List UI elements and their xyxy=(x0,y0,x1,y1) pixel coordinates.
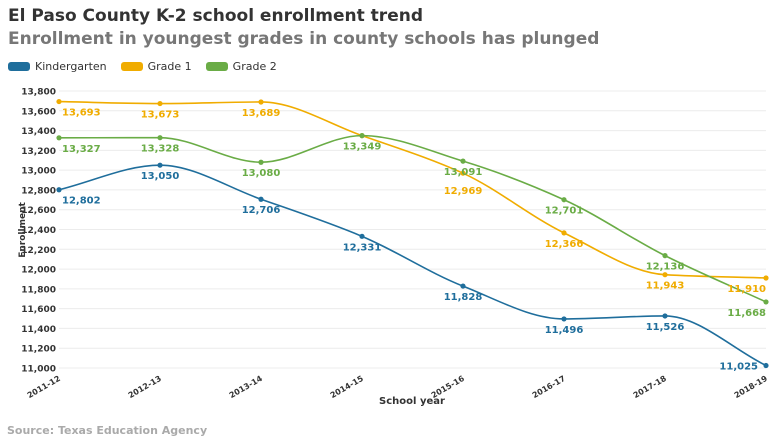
x-tick-label: 2018-19 xyxy=(733,374,770,400)
data-point-grade-2 xyxy=(460,158,466,164)
series-line-grade-1 xyxy=(58,100,767,279)
y-tick-label: 11,000 xyxy=(21,365,56,375)
legend-item-kindergarten[interactable]: Kindergarten xyxy=(8,60,107,73)
data-label-grade-2: 12,136 xyxy=(646,262,685,273)
data-point-grade-2 xyxy=(359,133,365,139)
x-tick-label: 2012-13 xyxy=(127,374,163,400)
y-tick-label: 11,600 xyxy=(21,305,56,315)
data-point-grade-1 xyxy=(561,230,567,236)
x-tick-label: 2016-17 xyxy=(531,374,567,400)
data-label-grade-1: 11,910 xyxy=(727,284,766,295)
data-point-grade-2 xyxy=(763,299,769,305)
data-point-grade-2 xyxy=(561,197,567,203)
data-point-grade-2 xyxy=(258,159,264,165)
legend: Kindergarten Grade 1 Grade 2 xyxy=(8,60,277,73)
legend-label: Grade 2 xyxy=(232,60,277,73)
y-tick-label: 13,600 xyxy=(21,107,56,117)
x-tick-label: 2014-15 xyxy=(329,374,366,400)
series-line-kindergarten xyxy=(58,164,767,367)
x-tick-label: 2017-18 xyxy=(632,374,669,400)
legend-swatch xyxy=(205,62,228,71)
data-point-grade-2 xyxy=(662,253,668,259)
data-point-kindergarten xyxy=(359,233,365,239)
data-label-grade-1: 13,673 xyxy=(141,110,180,121)
source-note: Source: Texas Education Agency xyxy=(7,424,208,437)
data-point-grade-1 xyxy=(763,275,769,281)
y-tick-label: 12,000 xyxy=(21,266,56,276)
data-point-kindergarten xyxy=(763,362,769,369)
data-label-grade-1: 12,969 xyxy=(444,186,483,197)
legend-label: Kindergarten xyxy=(35,60,107,73)
data-point-kindergarten xyxy=(561,316,567,322)
data-point-kindergarten xyxy=(460,283,466,289)
data-label-kindergarten: 11,025 xyxy=(719,362,758,373)
data-label-kindergarten: 11,496 xyxy=(545,325,584,336)
data-label-grade-1: 12,366 xyxy=(545,239,584,250)
legend-swatch xyxy=(120,62,143,71)
legend-label: Grade 1 xyxy=(147,60,192,73)
legend-item-grade-1[interactable]: Grade 1 xyxy=(120,60,192,73)
data-point-grade-1 xyxy=(157,100,163,107)
y-tick-label: 12,400 xyxy=(21,226,56,236)
y-tick-label: 13,200 xyxy=(21,147,56,157)
data-point-grade-2 xyxy=(56,135,62,141)
data-label-kindergarten: 11,828 xyxy=(444,292,483,303)
data-label-grade-2: 12,701 xyxy=(545,206,584,217)
y-axis-title: Enrollment xyxy=(18,202,28,258)
y-tick-label: 13,400 xyxy=(21,127,56,137)
y-tick-label: 13,800 xyxy=(21,88,56,98)
data-label-grade-2: 13,349 xyxy=(343,142,382,153)
data-label-kindergarten: 13,050 xyxy=(141,171,180,182)
data-label-grade-2: 11,668 xyxy=(727,308,766,319)
data-label-grade-2: 13,080 xyxy=(242,168,281,179)
data-label-grade-1: 13,693 xyxy=(62,108,101,119)
data-label-grade-1: 13,689 xyxy=(242,108,281,119)
y-tick-label: 13,000 xyxy=(21,167,56,177)
y-tick-label: 12,600 xyxy=(21,206,56,216)
data-label-grade-2: 13,328 xyxy=(141,144,180,155)
data-label-kindergarten: 12,802 xyxy=(62,196,101,207)
data-label-grade-1: 11,943 xyxy=(646,281,685,292)
legend-swatch xyxy=(8,62,30,71)
data-label-grade-2: 13,327 xyxy=(62,144,101,155)
data-label-kindergarten: 12,331 xyxy=(343,242,382,253)
data-point-kindergarten xyxy=(258,196,264,202)
chart-subtitle: Enrollment in youngest grades in county … xyxy=(8,29,600,49)
x-axis-title: School year xyxy=(379,396,445,407)
chart-title: El Paso County K-2 school enrollment tre… xyxy=(8,6,423,26)
data-point-grade-1 xyxy=(460,170,466,176)
data-point-kindergarten xyxy=(157,162,163,168)
data-label-kindergarten: 12,706 xyxy=(242,205,281,216)
data-label-kindergarten: 11,526 xyxy=(646,322,685,333)
data-point-grade-1 xyxy=(258,99,264,105)
legend-item-grade-2[interactable]: Grade 2 xyxy=(205,60,277,73)
data-point-grade-2 xyxy=(157,135,163,141)
data-point-grade-1 xyxy=(662,272,668,278)
y-tick-label: 12,200 xyxy=(21,246,56,256)
y-tick-label: 11,400 xyxy=(21,325,56,335)
x-tick-label: 2013-14 xyxy=(228,374,265,400)
data-point-kindergarten xyxy=(56,187,62,193)
data-label-grade-2: 13,091 xyxy=(444,167,483,178)
data-point-grade-1 xyxy=(56,98,62,105)
x-tick-label: 2011-12 xyxy=(26,374,62,400)
y-tick-label: 11,800 xyxy=(21,285,56,295)
y-tick-label: 12,800 xyxy=(21,186,56,196)
y-tick-label: 11,200 xyxy=(21,345,56,355)
series-line-grade-2 xyxy=(58,134,767,303)
data-point-kindergarten xyxy=(662,313,668,319)
